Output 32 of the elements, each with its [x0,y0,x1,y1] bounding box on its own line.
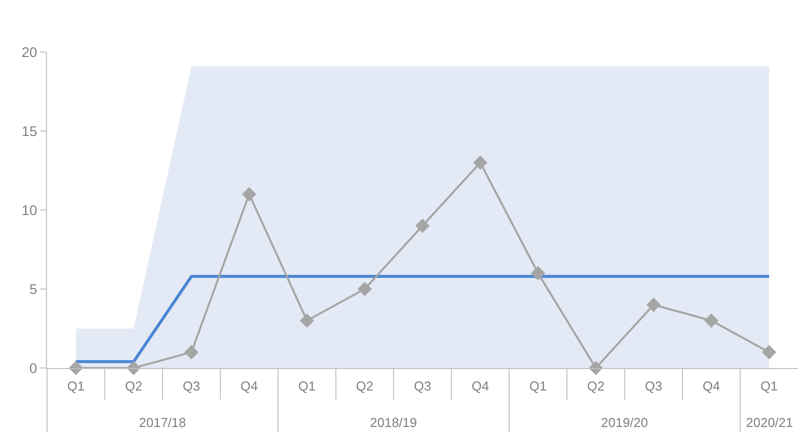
x-tick-label: Q3 [182,378,200,394]
y-tick-label: 5 [29,280,38,297]
point [242,187,256,202]
x-tick-label: Q1 [529,378,547,394]
x-tick-label: Q4 [472,378,489,394]
x-tick-label: Q4 [240,378,258,394]
x-tick-label: Q4 [702,378,720,394]
point [704,313,718,328]
y-tick-label: 15 [22,122,38,139]
x-tick-label: Q1 [298,378,316,394]
y-tick-label: 0 [29,360,38,376]
text: 2017/18 [139,415,186,430]
text: 2020/21 [746,415,793,430]
point [300,313,314,328]
point [184,345,199,360]
point [358,282,372,296]
point [530,266,546,280]
text: 2018/19 [370,415,417,430]
point [473,155,488,170]
x-tick-label: Q2 [124,378,142,394]
x-tick-label: Q1 [760,378,778,394]
y-tick-label: 20 [22,44,38,60]
point [762,345,776,360]
point [646,298,661,312]
text: 2019/20 [601,415,648,430]
y-tick-label: 10 [22,202,38,218]
x-tick-label: Q2 [356,378,374,394]
x-tick-label: Q2 [587,378,604,394]
x-tick-label: Q3 [644,378,662,394]
x-tick-label: Q1 [67,378,85,394]
x-tick-label: Q3 [414,378,432,394]
point [415,218,430,233]
